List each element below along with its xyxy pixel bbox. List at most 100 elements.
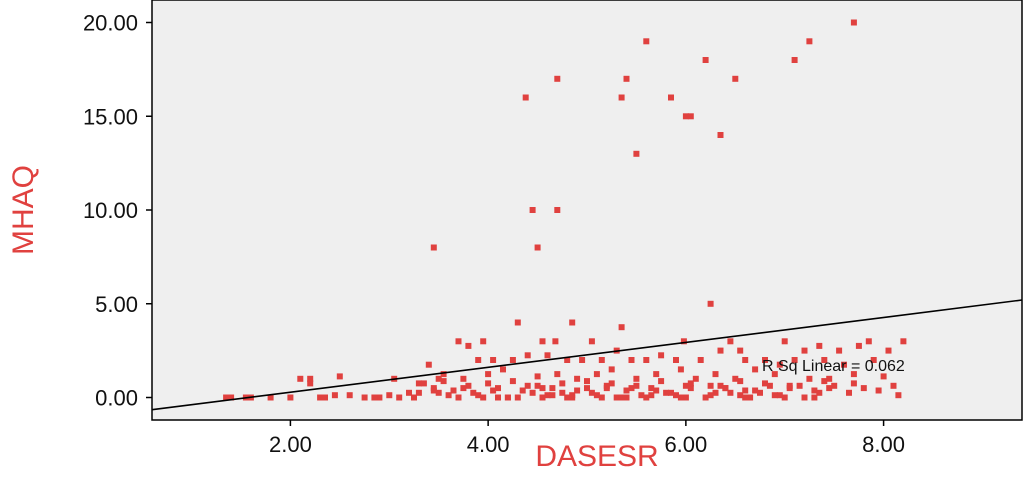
data-point [786,382,793,389]
data-point [524,352,531,359]
x-tick-label: 4.00 [467,432,510,457]
data-point [514,319,521,326]
data-point [850,371,857,378]
data-point [460,385,467,392]
data-point [771,371,778,378]
data-point [860,385,867,392]
data-point [618,324,625,331]
data-point [322,394,328,401]
data-point [420,380,427,387]
data-point [598,357,605,363]
data-point [880,373,887,380]
data-point [717,347,724,354]
data-point [549,385,556,392]
data-point [668,389,674,396]
data-point [633,150,640,157]
data-point [613,394,620,401]
data-point [653,387,660,394]
data-point [584,385,590,392]
data-point [415,380,422,387]
data-point [841,361,847,368]
fit-line [151,299,1023,411]
x-axis-title: DASESR [535,440,658,473]
data-point [509,378,516,385]
data-point [633,382,640,389]
data-point [386,392,393,399]
data-point [668,94,674,101]
y-tick-label: 15.00 [83,104,138,129]
data-point [346,392,353,399]
data-point [707,382,714,389]
data-point [742,387,749,394]
data-point [544,392,551,399]
y-tick-label: 20.00 [83,11,138,36]
data-point [574,387,581,394]
data-point [460,375,467,382]
data-point [593,392,600,399]
data-point [762,380,768,387]
data-point [633,375,640,382]
data-point [752,387,759,394]
data-point [806,38,813,45]
data-point [747,394,754,401]
data-point [648,385,655,392]
data-point [717,132,724,138]
data-point [267,394,274,401]
data-point [554,371,561,378]
data-point [673,392,679,399]
data-point [485,371,492,378]
data-point [524,382,531,389]
data-point [781,394,788,401]
data-point [687,380,694,387]
data-point [895,392,902,399]
data-point [554,75,561,82]
data-point [480,338,487,345]
data-point [791,357,798,363]
data-point [850,380,857,387]
data-point [603,382,610,389]
data-point [425,361,432,368]
data-point [495,394,501,401]
data-point [682,382,689,389]
data-point [495,385,501,392]
data-point [552,338,559,345]
data-point [450,387,457,394]
data-point [821,357,828,363]
x-tick-label: 2.00 [269,432,312,457]
data-point [470,389,477,396]
data-point [361,394,368,401]
data-point [574,375,581,382]
data-point [663,389,670,396]
data-point [593,371,600,378]
data-point [588,389,595,396]
data-point [430,244,437,251]
y-axis-title: MHAQ [7,165,40,255]
y-tick-label: 10.00 [83,198,138,223]
data-point [440,378,447,385]
data-point [623,75,630,82]
data-point [569,319,576,326]
data-point [579,357,586,363]
data-point [371,394,378,401]
data-point [643,38,650,45]
data-point [727,338,734,345]
data-point [435,389,442,396]
data-point [900,338,907,345]
data-point [850,19,857,26]
data-point [534,382,541,389]
data-point [430,387,437,394]
data-point [811,394,818,401]
data-point [801,347,808,354]
data-point [534,373,541,380]
data-point [465,382,472,389]
data-point [529,207,536,213]
r-squared-annotation: R Sq Linear = 0.062 [762,358,905,375]
data-point [490,357,497,363]
data-point [816,389,823,396]
data-point [885,347,892,354]
data-point [791,57,798,63]
data-point [680,338,687,345]
data-point [317,394,324,401]
x-tick-label: 8.00 [862,432,905,457]
data-point [796,382,803,389]
